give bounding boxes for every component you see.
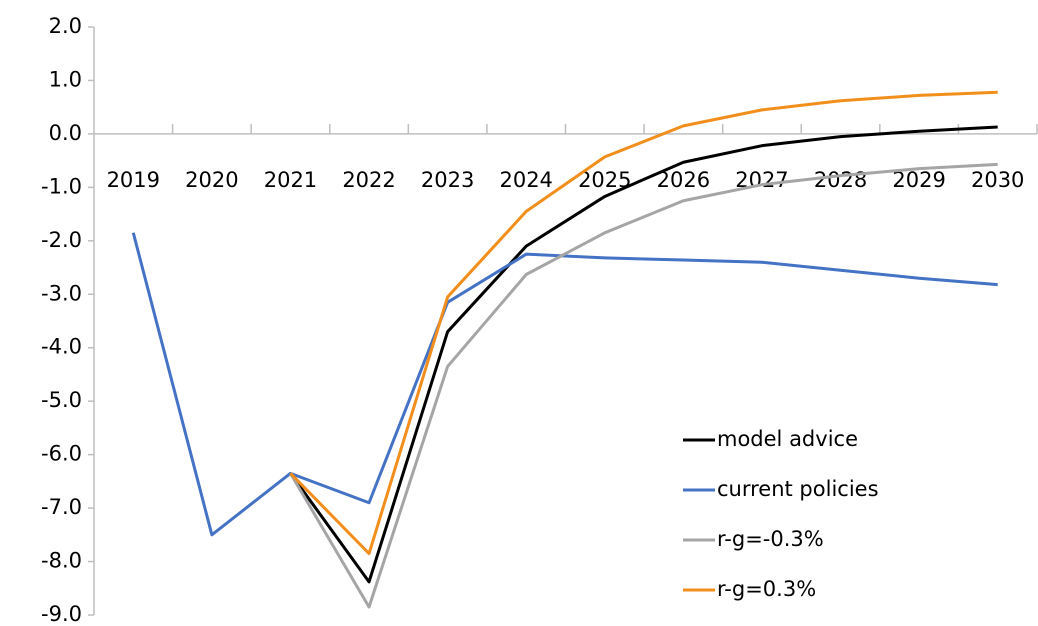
x-tick-label: 2020 xyxy=(185,168,238,192)
series-line xyxy=(289,162,998,609)
y-tick-label: -6.0 xyxy=(41,442,82,466)
y-tick-label: -3.0 xyxy=(41,281,82,305)
x-tick-label: 2028 xyxy=(814,168,867,192)
y-tick-label: -9.0 xyxy=(41,602,82,626)
x-tick-label: 2030 xyxy=(971,168,1024,192)
x-tick-label: 2026 xyxy=(657,168,710,192)
legend-label: current policies xyxy=(717,477,879,501)
y-tick-label: -7.0 xyxy=(41,495,82,519)
y-tick-label: -1.0 xyxy=(41,174,82,198)
series-line xyxy=(289,125,998,584)
y-tick-label: 2.0 xyxy=(49,14,82,38)
series-line xyxy=(289,90,998,556)
x-tick-label: 2023 xyxy=(421,168,474,192)
x-tick-label: 2019 xyxy=(107,168,160,192)
legend-label: model advice xyxy=(717,427,858,451)
legend-label: r-g=-0.3% xyxy=(717,527,824,551)
y-tick-label: 0.0 xyxy=(49,121,82,145)
x-tick-label: 2024 xyxy=(499,168,552,192)
y-tick-label: -2.0 xyxy=(41,228,82,252)
x-tick-label: 2029 xyxy=(892,168,945,192)
y-tick-label: -5.0 xyxy=(41,388,82,412)
x-tick-label: 2022 xyxy=(342,168,395,192)
y-tick-label: -4.0 xyxy=(41,335,82,359)
y-tick-label: 1.0 xyxy=(49,67,82,91)
y-tick-label: -8.0 xyxy=(41,549,82,573)
series-line xyxy=(131,232,998,537)
legend-label: r-g=0.3% xyxy=(717,577,816,601)
x-tick-label: 2021 xyxy=(264,168,317,192)
